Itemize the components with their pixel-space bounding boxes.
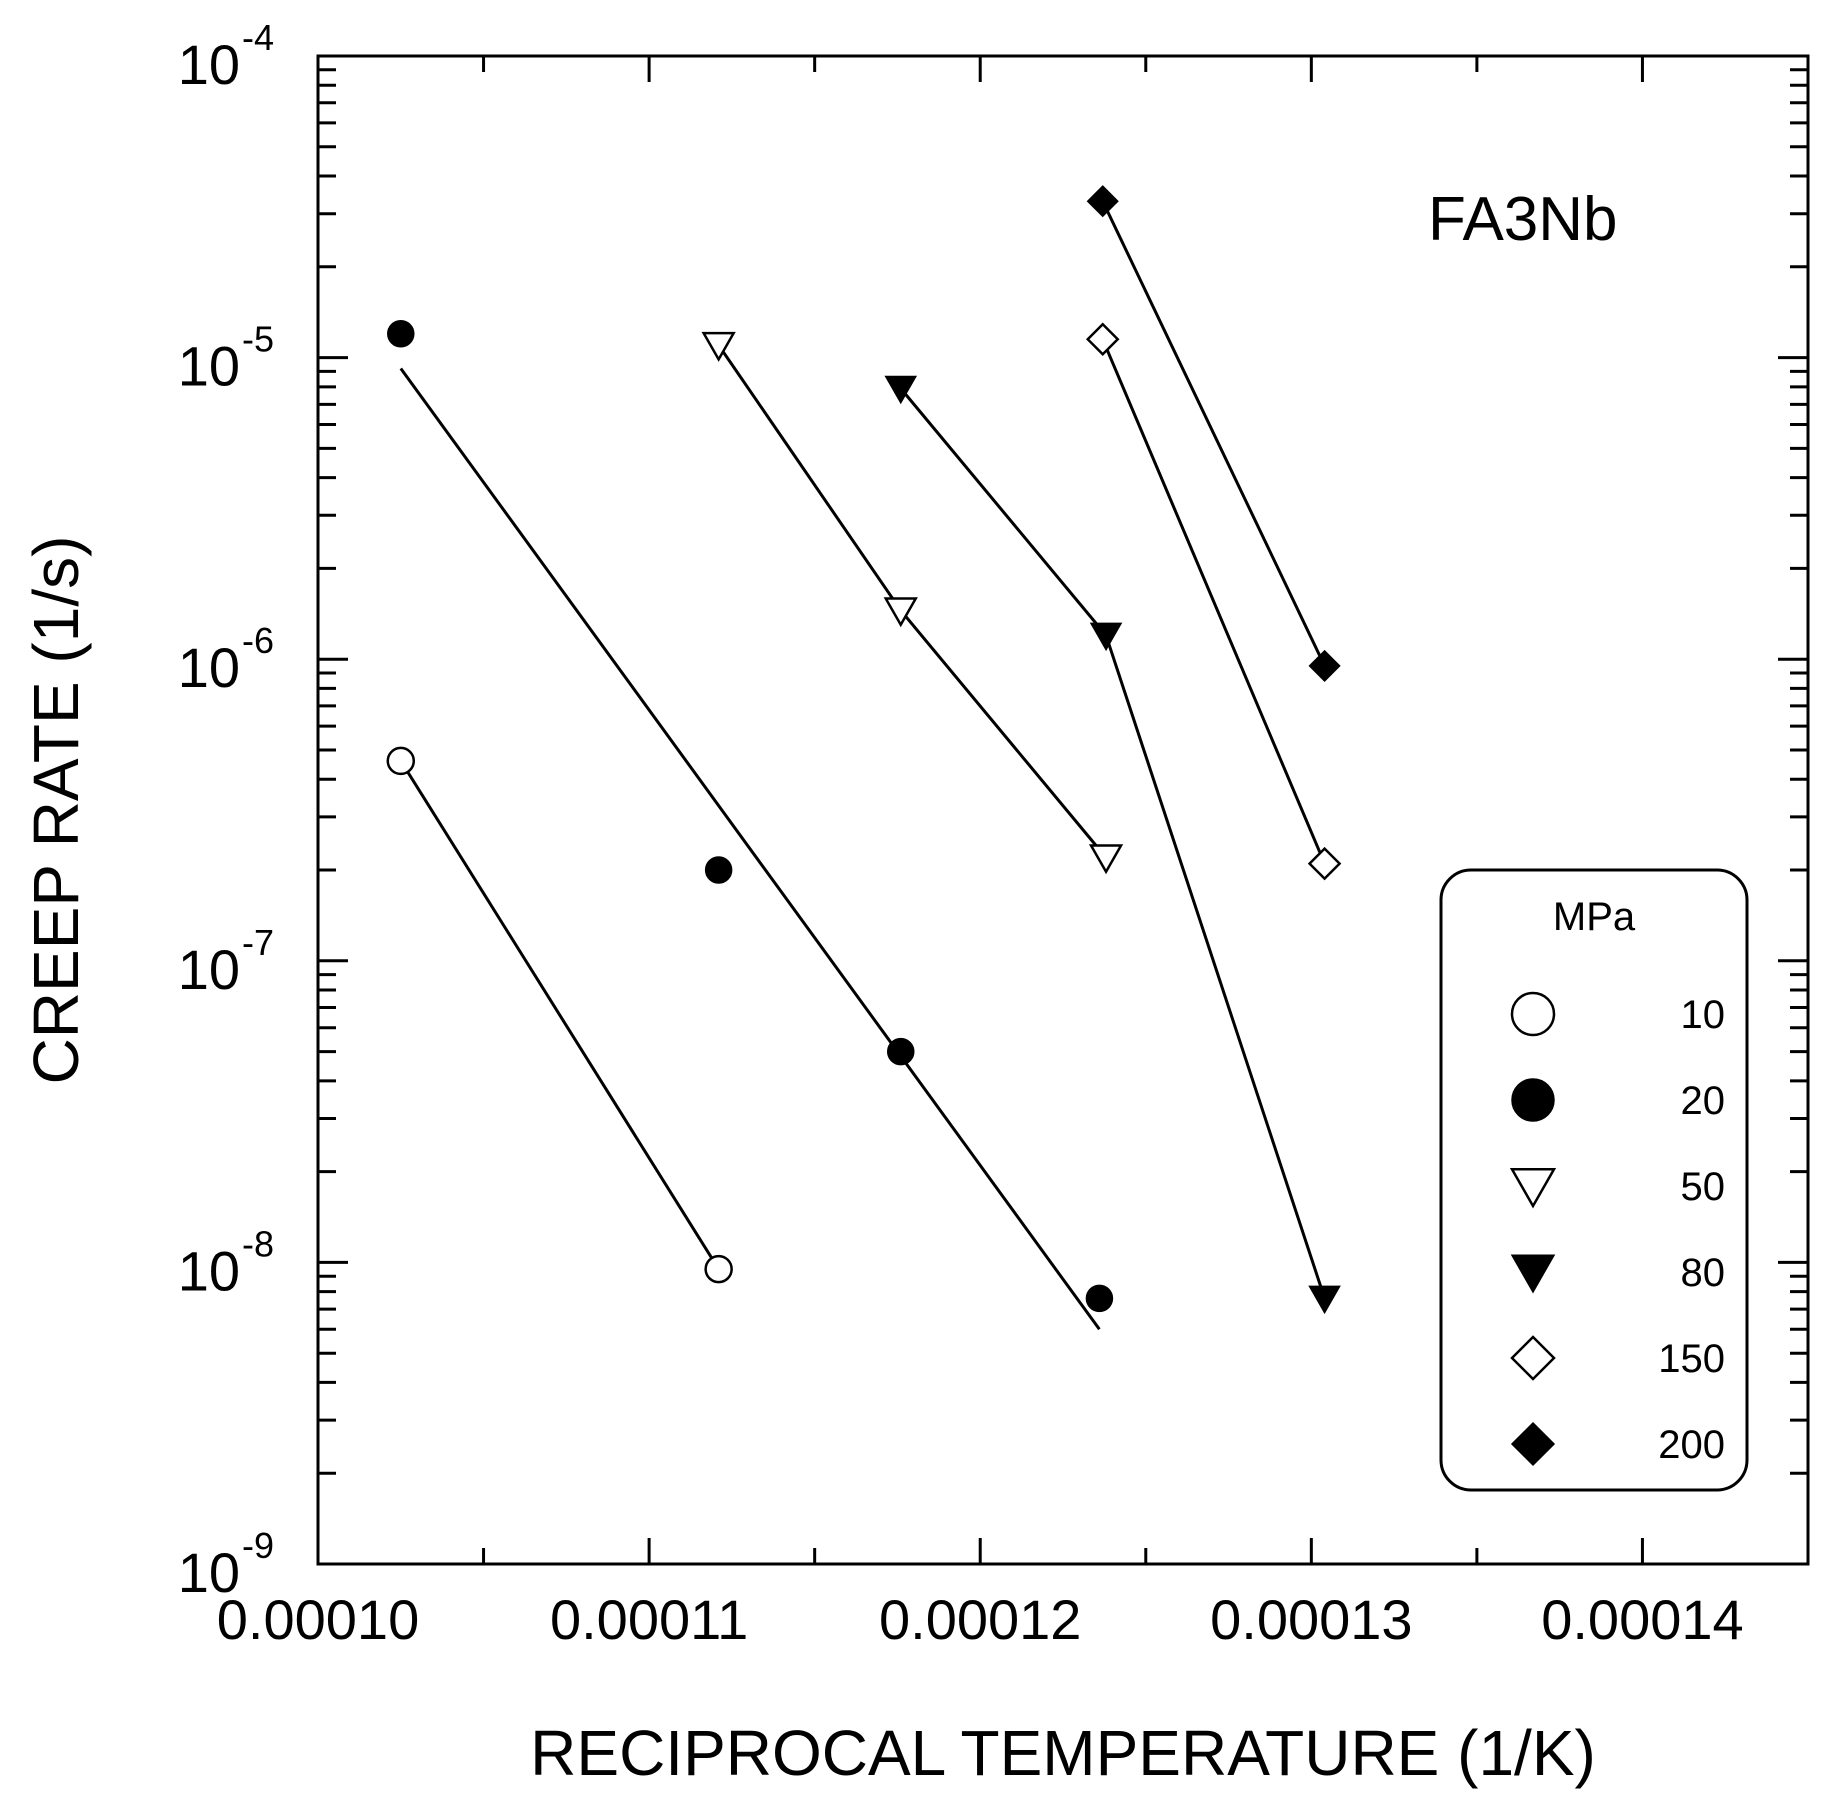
x-tick-label: 0.00013 [1210,1588,1412,1651]
y-tick-label: 10 [178,335,240,398]
legend-label-200-mpa: 200 [1658,1423,1725,1467]
legend-marker-200-mpa [1510,1421,1556,1467]
y-tick-label: 10 [178,636,240,699]
legend-label-10-mpa: 10 [1681,993,1726,1037]
data-point-10-mpa [386,746,416,776]
fit-line-200-mpa [1101,200,1326,667]
y-tick-labels: 10-910-810-710-610-510-4 [178,17,274,1604]
legend-label-150-mpa: 150 [1658,1337,1725,1381]
y-axis-title: CREEP RATE (1/s) [20,536,92,1085]
plot-frame [316,54,1810,1566]
y-tick-exponent: -8 [242,1223,274,1264]
fit-line-10-mpa [399,760,720,1270]
y-tick-exponent: -7 [242,922,274,963]
x-tick-label: 0.00010 [217,1588,419,1651]
x-tick-label: 0.00011 [550,1588,748,1651]
legend-items: 10 20 50 80 150 200 [1509,991,1726,1467]
data-point-50-mpa [701,331,736,362]
data-point-80-mpa [1308,1285,1341,1315]
fit-lines [399,200,1327,1331]
data-point-200-mpa [1086,185,1119,218]
data-point-150-mpa [1307,846,1342,881]
legend-label-50-mpa: 50 [1681,1165,1726,1209]
data-point-80-mpa [1089,622,1123,652]
legend-marker-20-mpa [1511,1078,1555,1122]
y-tick-label: 10 [178,1541,240,1604]
legend-label-80-mpa: 80 [1681,1251,1726,1295]
x-axis-title: RECIPROCAL TEMPERATURE (1/K) [530,1717,1596,1789]
data-point-20-mpa [387,319,415,348]
legend-title: MPa [1553,895,1636,939]
fit-line-150-mpa [1101,338,1326,865]
legend-marker-10-mpa [1510,991,1556,1037]
data-point-20-mpa [887,1037,915,1066]
x-tick-labels: 0.00010 0.00011 0.00012 0.00013 0.00014 [217,1588,1744,1651]
data-points [386,185,1342,1315]
data-point-150-mpa [1085,322,1120,357]
fit-line-20-mpa [399,367,1101,1331]
data-point-20-mpa [1085,1284,1114,1313]
legend: MPa 10 20 50 80 150 200 [1439,868,1749,1492]
data-point-80-mpa [884,375,918,405]
y-tick-exponent: -4 [242,17,274,58]
x-tick-label: 0.00012 [879,1588,1081,1651]
data-point-20-mpa [704,856,733,884]
data-point-50-mpa [1088,844,1124,875]
fit-line-80-mpa [899,387,1327,1299]
y-tick-exponent: -9 [242,1525,274,1566]
legend-marker-80-mpa [1510,1254,1556,1294]
data-point-50-mpa [883,597,918,628]
y-tick-exponent: -5 [242,319,274,360]
data-point-200-mpa [1308,649,1341,682]
data-point-10-mpa [704,1254,733,1284]
y-tick-label: 10 [178,33,240,96]
legend-marker-150-mpa [1510,1335,1556,1381]
x-tick-label: 0.00014 [1541,1588,1743,1651]
alloy-annotation: FA3Nb [1428,185,1618,254]
y-tick-label: 10 [178,1239,240,1302]
y-tick-label: 10 [178,938,240,1001]
legend-label-20-mpa: 20 [1681,1079,1726,1123]
legend-marker-50-mpa [1509,1167,1557,1209]
y-tick-exponent: -6 [242,620,274,661]
axis-ticks [316,54,1810,1566]
